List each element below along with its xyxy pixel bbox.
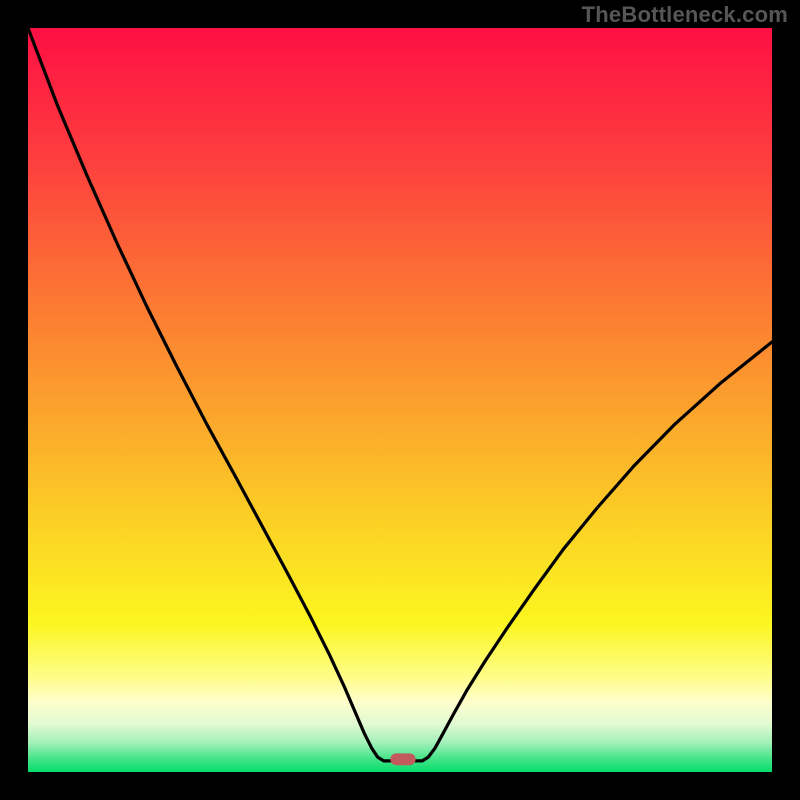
plot-area — [28, 28, 772, 772]
chart-frame: TheBottleneck.com — [0, 0, 800, 800]
watermark-text: TheBottleneck.com — [582, 2, 788, 28]
optimum-marker — [390, 753, 415, 765]
gradient-background — [28, 28, 772, 772]
bottleneck-chart — [28, 28, 772, 772]
